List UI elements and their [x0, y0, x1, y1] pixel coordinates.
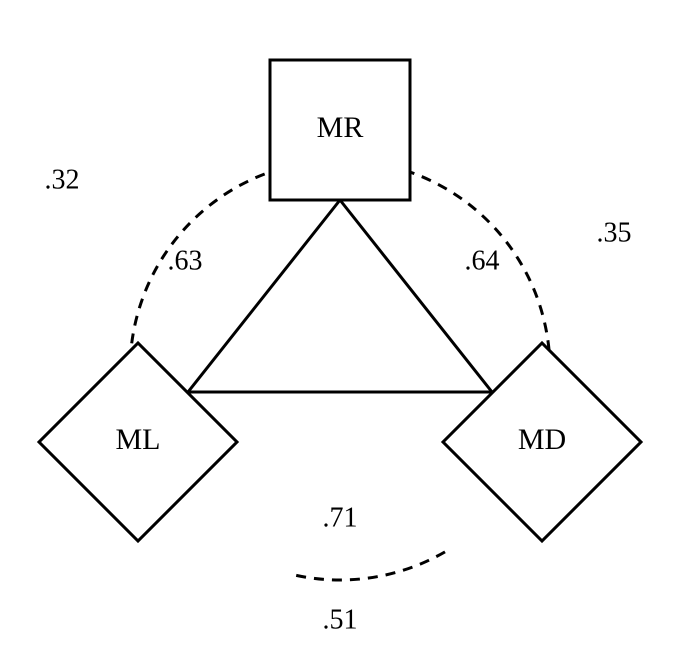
node-mr: MR	[270, 60, 410, 200]
edge-mr-ml	[188, 200, 340, 392]
label-arc-bottom: .51	[323, 604, 358, 635]
dashed-arc-right	[293, 552, 445, 580]
label-arc-right: .35	[597, 217, 632, 248]
label-arc-left: .32	[45, 164, 80, 195]
node-md: MD	[443, 343, 641, 541]
diagram-svg: MR ML MD .63 .64 .71 .32 .35 .51	[0, 0, 685, 653]
node-ml-label: ML	[116, 423, 161, 456]
node-mr-label: MR	[317, 111, 364, 144]
label-ml-md: .71	[323, 502, 358, 533]
node-ml: ML	[39, 343, 237, 541]
edge-mr-md	[340, 200, 492, 392]
label-mr-ml: .63	[168, 245, 203, 276]
label-mr-md: .64	[465, 245, 500, 276]
node-md-label: MD	[518, 423, 566, 456]
